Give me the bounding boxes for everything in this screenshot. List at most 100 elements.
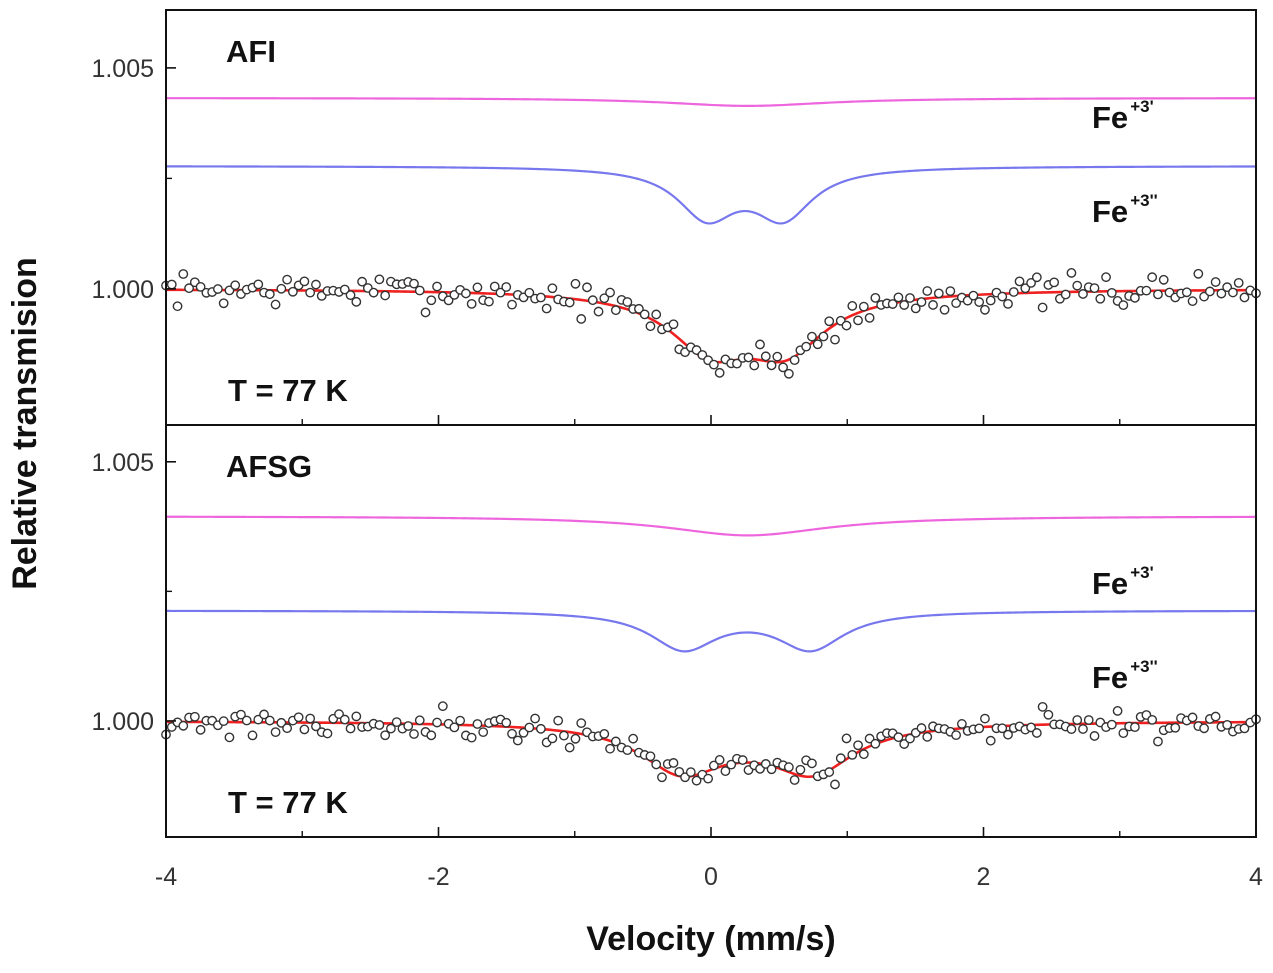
data-point <box>818 331 829 342</box>
data-point <box>743 352 754 363</box>
data-point <box>576 718 587 729</box>
data-point <box>553 715 564 726</box>
data-point <box>1031 272 1042 283</box>
data-point <box>311 279 321 290</box>
data-point <box>933 288 944 299</box>
data-point <box>472 719 483 729</box>
species-superscript: +3'' <box>1130 191 1157 210</box>
data-point <box>1026 278 1036 288</box>
x-tick-label: 2 <box>977 863 991 891</box>
data-point <box>974 723 985 734</box>
data-point <box>812 339 823 350</box>
data-point <box>339 714 350 725</box>
data-point <box>1199 723 1210 734</box>
data-point <box>714 755 725 765</box>
data-point <box>259 709 269 720</box>
data-point <box>501 282 512 292</box>
data-point <box>945 286 956 296</box>
data-point <box>807 758 817 769</box>
data-point <box>1147 714 1158 725</box>
data-point <box>507 299 517 310</box>
data-point <box>253 279 264 290</box>
species-superscript: +3'' <box>1130 657 1157 676</box>
data-point <box>582 282 592 293</box>
data-point <box>1066 268 1077 278</box>
data-point <box>334 709 344 720</box>
data-point <box>968 290 979 301</box>
data-point <box>1101 272 1111 283</box>
data-point <box>264 715 275 726</box>
data-point <box>668 319 679 330</box>
data-point <box>1181 287 1192 298</box>
data-point <box>1170 722 1181 733</box>
data-point <box>997 291 1008 302</box>
data-point <box>374 274 385 285</box>
data-point <box>368 287 379 298</box>
data-point <box>351 296 362 307</box>
data-point <box>184 283 194 294</box>
data-point <box>853 315 863 326</box>
species-label-fe3-prime: Fe +3' <box>1092 563 1154 601</box>
data-point <box>195 281 206 292</box>
data-point <box>847 749 858 760</box>
data-point <box>985 735 996 746</box>
data-point <box>1066 724 1077 735</box>
data-point <box>541 303 552 314</box>
data-point <box>345 290 356 301</box>
data-point <box>605 287 615 298</box>
data-point <box>899 739 910 749</box>
data-point <box>241 715 252 726</box>
data-point <box>1118 300 1129 311</box>
species-label-fe3-double-prime: Fe +3'' <box>1092 191 1158 229</box>
data-point <box>1060 289 1071 300</box>
data-point <box>841 320 852 331</box>
data-point <box>524 722 535 733</box>
data-point <box>674 766 685 777</box>
data-point <box>414 715 425 726</box>
data-point <box>178 720 189 731</box>
data-point <box>853 740 863 751</box>
data-point <box>507 728 517 739</box>
x-axis-title: Velocity (mm/s) <box>586 920 835 958</box>
data-point <box>997 723 1008 734</box>
data-point <box>841 733 852 744</box>
data-point <box>305 713 316 724</box>
data-point <box>432 281 442 292</box>
series-line-fe3-double-prime-afi <box>166 165 1257 225</box>
data-point <box>974 297 985 307</box>
data-point <box>489 281 500 292</box>
data-point <box>789 355 800 366</box>
data-point <box>610 305 621 316</box>
data-point <box>172 301 183 312</box>
data-point <box>1043 709 1054 720</box>
data-point <box>703 773 714 784</box>
data-point <box>628 733 639 744</box>
data-point <box>922 286 933 296</box>
data-point <box>622 745 633 756</box>
species-label-fe3-double-prime: Fe +3'' <box>1092 657 1158 695</box>
data-point <box>443 295 454 306</box>
data-point <box>887 299 898 309</box>
data-point <box>1072 715 1083 725</box>
data-point <box>460 288 471 299</box>
data-point <box>651 759 662 770</box>
data-point <box>985 295 996 306</box>
data-point <box>409 278 419 289</box>
data-point <box>824 767 835 777</box>
data-point <box>455 715 466 726</box>
ticks-layer <box>165 67 1257 837</box>
data-point <box>501 717 512 728</box>
data-point <box>847 301 858 311</box>
data-point <box>980 713 990 724</box>
data-point <box>351 711 362 722</box>
data-point <box>189 711 200 722</box>
data-point <box>766 360 777 371</box>
data-point <box>564 742 575 753</box>
data-point <box>1037 302 1048 313</box>
data-point <box>380 290 391 301</box>
data-point <box>910 303 921 314</box>
data-point <box>1153 289 1163 300</box>
data-point <box>299 276 310 287</box>
data-point <box>685 767 696 778</box>
